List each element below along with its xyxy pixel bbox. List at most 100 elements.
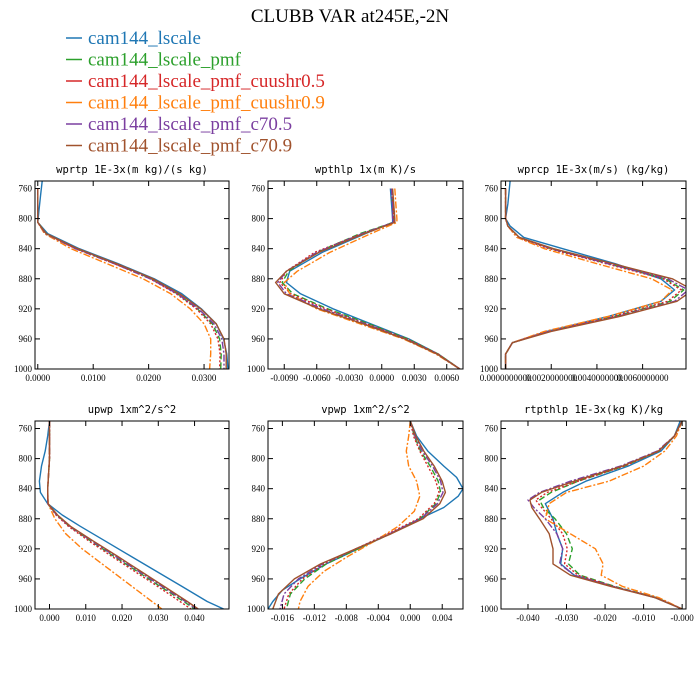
xtick-label-2-2: 0.0040000000	[571, 373, 623, 383]
ytick-label-5-0: 760	[485, 424, 499, 434]
panel-title-3: upwp 1xm^2/s^2	[88, 404, 177, 416]
series-line-3-5	[47, 421, 199, 609]
series-line-3-0	[38, 421, 224, 609]
panel-frame-0	[34, 180, 230, 370]
xtick-label-1-5: 0.0060	[434, 373, 459, 383]
ytick-label-1-4: 920	[252, 304, 266, 314]
chart-panels: wprtp 1E-3x(m kg)/(s kg) 760 800 840 880 920 9…	[14, 164, 694, 623]
series-line-1-0	[285, 188, 461, 369]
ytick-label-5-3: 880	[485, 514, 499, 524]
panel-title-5: rtpthlp 1E-3x(kg K)/kg	[524, 404, 663, 416]
ytick-label-0-0: 760	[19, 184, 33, 194]
series-line-0-1	[37, 188, 222, 369]
chart-title: CLUBB VAR at245E,-2N	[251, 6, 450, 27]
legend-label-5: cam144_lscale_pmf_c70.9	[88, 136, 292, 157]
series-line-5-4	[527, 421, 683, 609]
series-line-1-3	[283, 188, 461, 369]
ytick-label-2-2: 840	[485, 244, 499, 254]
panel-frame-1	[267, 180, 464, 370]
xtick-label-2-0: 0.0000000000	[480, 373, 532, 383]
series-line-0-4	[37, 188, 225, 369]
panel-frame-3	[34, 420, 230, 610]
ytick-label-0-1: 800	[19, 214, 33, 224]
panel-title-4: vpwp 1xm^2/s^2	[321, 404, 410, 416]
xtick-label-5-2: -0.020	[593, 613, 617, 623]
ytick-label-3-2: 840	[19, 484, 33, 494]
ytick-label-4-4: 920	[252, 544, 266, 554]
panel-2: wprcp 1E-3x(m/s) (kg/kg) 760 800 840 880 920 9…	[480, 164, 687, 383]
ytick-label-1-0: 760	[252, 184, 266, 194]
panel-0: wprtp 1E-3x(m kg)/(s kg) 760 800 840 880 920 9…	[14, 164, 230, 383]
ytick-label-1-1: 800	[252, 214, 266, 224]
legend-label-2: cam144_lscale_pmf_cuushr0.5	[88, 71, 325, 92]
series-line-0-2	[37, 188, 221, 369]
ytick-label-0-3: 880	[19, 274, 33, 284]
panel-1: wpthlp 1x(m K)/s 760 800 840 880 920 960 1000 -0…	[247, 164, 464, 383]
xtick-label-5-1: -0.030	[555, 613, 579, 623]
ytick-label-2-5: 960	[485, 334, 499, 344]
xtick-label-1-2: -0.0030	[335, 373, 363, 383]
xtick-label-4-5: 0.004	[432, 613, 453, 623]
series-line-4-2	[283, 421, 440, 609]
legend-label-1: cam144_lscale_pmf	[88, 50, 242, 71]
xtick-label-5-3: -0.010	[632, 613, 656, 623]
series-line-4-1	[285, 421, 442, 609]
xtick-label-0-3: 0.0300	[192, 373, 217, 383]
ytick-label-2-6: 1000	[480, 364, 499, 374]
ytick-label-3-4: 920	[19, 544, 33, 554]
ytick-label-4-2: 840	[252, 484, 266, 494]
legend-label-4: cam144_lscale_pmf_c70.5	[88, 114, 292, 135]
xtick-label-5-4: -0.000	[671, 613, 695, 623]
series-line-3-2	[47, 421, 192, 609]
ytick-label-3-3: 880	[19, 514, 33, 524]
ytick-label-4-0: 760	[252, 424, 266, 434]
xtick-label-4-2: -0.008	[335, 613, 359, 623]
ytick-label-1-3: 880	[252, 274, 266, 284]
ytick-label-5-1: 800	[485, 454, 499, 464]
ytick-label-2-3: 880	[485, 274, 499, 284]
ytick-label-0-4: 920	[19, 304, 33, 314]
ytick-label-3-5: 960	[19, 574, 33, 584]
xtick-label-0-0: 0.0000	[25, 373, 50, 383]
ytick-label-0-2: 840	[19, 244, 33, 254]
ytick-label-4-5: 960	[252, 574, 266, 584]
series-line-2-2	[504, 188, 683, 369]
series-line-2-3	[504, 188, 673, 369]
ytick-label-3-6: 1000	[14, 604, 33, 614]
ytick-label-5-4: 920	[485, 544, 499, 554]
legend-label-3: cam144_lscale_pmf_cuushr0.9	[88, 93, 325, 114]
ytick-label-5-5: 960	[485, 574, 499, 584]
ytick-label-4-3: 880	[252, 514, 266, 524]
series-line-1-4	[277, 188, 461, 369]
panel-5: rtpthlp 1E-3x(kg K)/kg 760 800 840 880 920 960…	[480, 404, 694, 623]
chart-legend: cam144_lscalecam144_lscale_pmfcam144_lsc…	[66, 28, 325, 157]
xtick-label-1-3: 0.0000	[369, 373, 394, 383]
xtick-label-3-4: 0.040	[184, 613, 205, 623]
xtick-label-4-0: -0.016	[271, 613, 295, 623]
series-line-0-5	[37, 188, 227, 369]
series-line-5-5	[529, 421, 683, 609]
xtick-label-3-1: 0.010	[76, 613, 97, 623]
panel-4: vpwp 1xm^2/s^2 760 800 840 880 920 960 1000 -0.0…	[247, 404, 464, 623]
series-line-2-1	[504, 188, 685, 369]
ytick-label-0-5: 960	[19, 334, 33, 344]
series-line-2-5	[504, 188, 686, 369]
xtick-label-4-3: -0.004	[367, 613, 391, 623]
xtick-label-2-1: 0.0020000000	[525, 373, 577, 383]
ytick-label-3-0: 760	[19, 424, 33, 434]
xtick-label-3-2: 0.020	[112, 613, 133, 623]
series-line-3-3	[47, 421, 163, 609]
xtick-label-4-4: 0.000	[400, 613, 421, 623]
series-line-4-4	[279, 421, 444, 609]
ytick-label-2-1: 800	[485, 214, 499, 224]
xtick-label-4-1: -0.012	[303, 613, 326, 623]
ytick-label-5-2: 840	[485, 484, 499, 494]
series-line-1-1	[281, 188, 461, 369]
panel-frame-2	[500, 180, 687, 370]
panel-frame-4	[267, 420, 464, 610]
ytick-label-4-1: 800	[252, 454, 266, 464]
ytick-label-3-1: 800	[19, 454, 33, 464]
xtick-label-3-0: 0.000	[39, 613, 60, 623]
panel-frame-5	[500, 420, 687, 610]
